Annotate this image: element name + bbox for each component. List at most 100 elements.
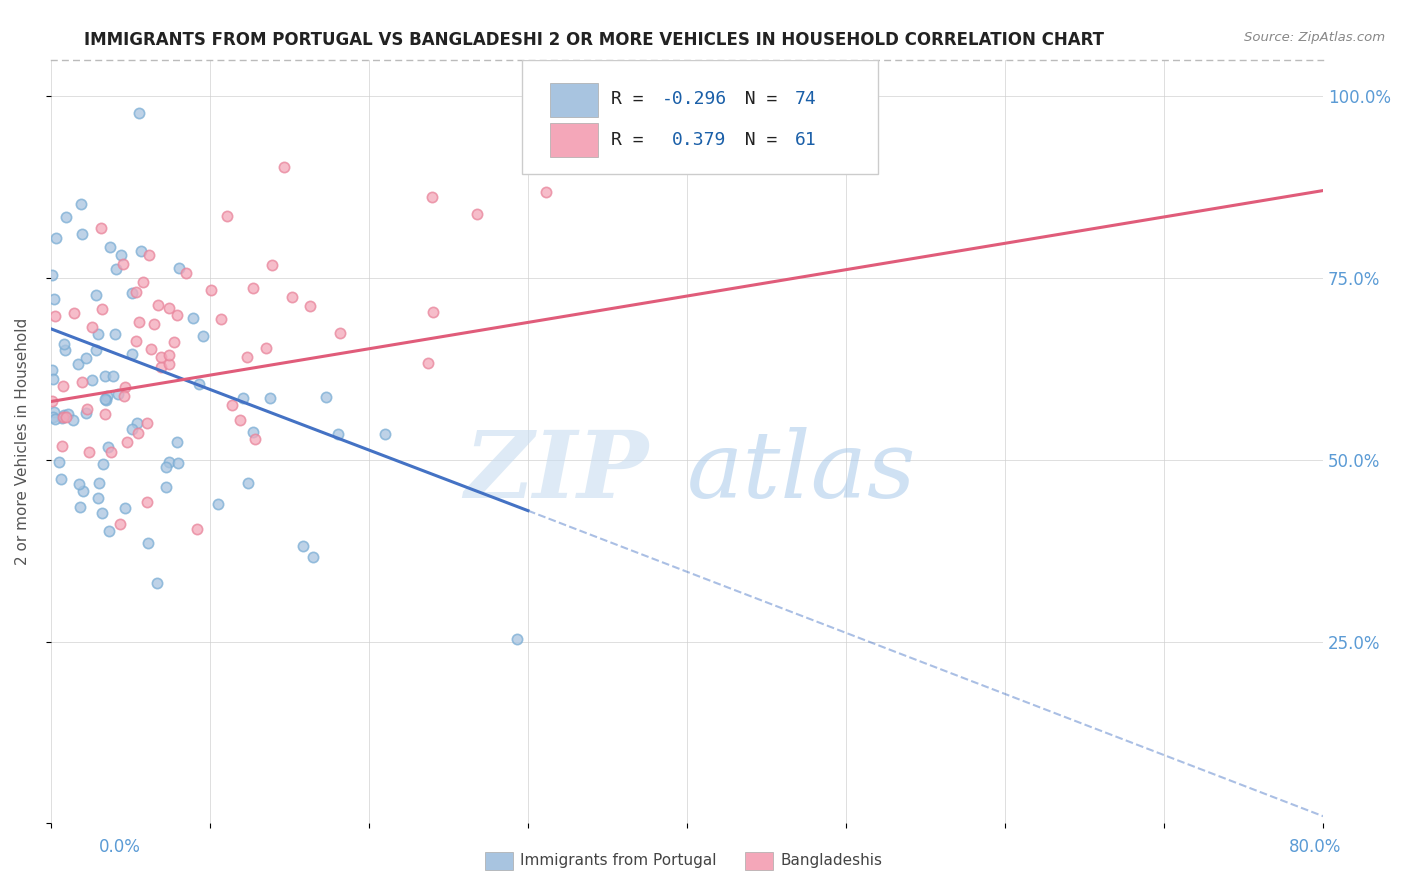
Text: Source: ZipAtlas.com: Source: ZipAtlas.com: [1244, 31, 1385, 45]
Point: [94, 392, 117, 407]
Point: [242, 281, 264, 295]
Point: [146, 575, 169, 590]
Point: [328, 426, 350, 441]
Point: [108, 517, 131, 532]
Point: [91, 457, 114, 471]
Point: [229, 413, 252, 427]
Point: [86, 343, 108, 357]
Point: [41, 394, 63, 409]
Point: [56, 407, 79, 421]
Point: [69, 500, 91, 515]
Point: [215, 209, 238, 223]
Point: [236, 350, 259, 364]
Point: [87, 491, 110, 506]
Point: [125, 416, 148, 430]
Text: 74: 74: [796, 90, 817, 108]
Point: [44, 309, 66, 323]
Point: [315, 390, 337, 404]
Point: [69, 197, 91, 211]
Point: [55, 210, 77, 224]
Point: [90, 221, 112, 235]
Point: [516, 131, 538, 145]
Point: [209, 312, 232, 326]
Point: [70, 227, 93, 241]
Point: [534, 185, 557, 199]
Point: [72, 375, 94, 389]
Point: [374, 427, 396, 442]
Point: [186, 522, 208, 536]
Point: [96, 388, 118, 402]
Point: [80, 373, 103, 387]
Point: [131, 275, 153, 289]
Point: [112, 257, 135, 271]
Point: [136, 536, 159, 550]
Point: [135, 416, 157, 430]
Text: IMMIGRANTS FROM PORTUGAL VS BANGLADESHI 2 OR MORE VEHICLES IN HOUSEHOLD CORRELAT: IMMIGRANTS FROM PORTUGAL VS BANGLADESHI …: [84, 31, 1104, 49]
Point: [193, 329, 215, 343]
Point: [280, 290, 302, 304]
Point: [94, 368, 117, 383]
Text: Bangladeshis: Bangladeshis: [780, 854, 883, 868]
Point: [150, 359, 173, 374]
Point: [121, 285, 143, 300]
Point: [232, 392, 254, 406]
Point: [647, 124, 669, 138]
Point: [181, 310, 204, 325]
Point: [167, 260, 190, 275]
Point: [506, 632, 529, 646]
Point: [157, 357, 180, 371]
Point: [55, 343, 77, 357]
Point: [51, 410, 73, 425]
Point: [52, 410, 75, 425]
Point: [42, 293, 65, 307]
Point: [101, 369, 124, 384]
Point: [82, 320, 104, 334]
Point: [260, 258, 283, 272]
Point: [139, 342, 162, 356]
Point: [45, 231, 67, 245]
Point: [76, 402, 98, 417]
FancyBboxPatch shape: [522, 60, 877, 174]
Point: [125, 334, 148, 348]
Point: [87, 476, 110, 491]
Point: [124, 285, 146, 299]
Point: [121, 422, 143, 436]
Point: [150, 350, 173, 364]
Point: [110, 248, 132, 262]
Point: [42, 405, 65, 419]
Point: [135, 494, 157, 508]
Point: [166, 434, 188, 449]
Point: [52, 379, 75, 393]
Point: [242, 425, 264, 439]
Point: [302, 550, 325, 565]
Point: [422, 305, 444, 319]
Point: [41, 371, 63, 385]
Point: [52, 409, 75, 423]
Point: [100, 445, 122, 459]
Point: [167, 456, 190, 470]
Text: 61: 61: [796, 131, 817, 149]
Text: R =: R =: [610, 131, 665, 149]
Point: [163, 334, 186, 349]
Point: [104, 262, 127, 277]
Point: [254, 341, 277, 355]
Point: [420, 190, 443, 204]
Point: [77, 445, 100, 459]
FancyBboxPatch shape: [550, 83, 598, 117]
Point: [94, 407, 117, 421]
Point: [416, 356, 439, 370]
Point: [128, 315, 150, 329]
Point: [221, 398, 243, 412]
FancyBboxPatch shape: [550, 123, 598, 157]
Point: [121, 347, 143, 361]
Point: [94, 392, 117, 407]
Point: [114, 379, 136, 393]
Point: [44, 412, 66, 426]
Point: [138, 248, 160, 262]
Point: [174, 266, 197, 280]
Point: [298, 299, 321, 313]
Point: [51, 439, 73, 453]
Point: [41, 268, 63, 282]
Point: [52, 336, 75, 351]
Point: [87, 327, 110, 342]
